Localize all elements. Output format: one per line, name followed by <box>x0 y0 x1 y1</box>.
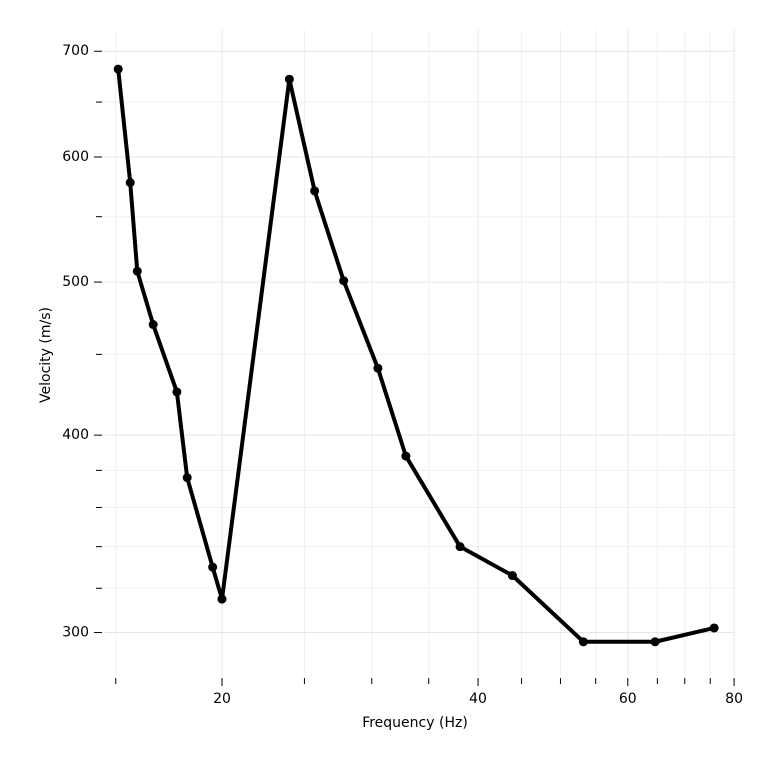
data-point <box>208 562 218 572</box>
y-tick-label: 300 <box>62 625 89 641</box>
data-point <box>455 542 465 552</box>
data-point <box>284 74 294 84</box>
data-point <box>148 320 158 330</box>
x-tick-label: 60 <box>619 691 637 707</box>
data-point <box>650 637 660 647</box>
data-point <box>182 473 192 483</box>
data-point <box>339 276 349 286</box>
data-point <box>401 451 411 461</box>
data-point <box>709 623 719 633</box>
data-point <box>132 266 142 276</box>
data-point <box>113 64 123 74</box>
x-tick-label: 40 <box>469 691 487 707</box>
data-point <box>217 594 227 604</box>
data-line <box>116 68 715 644</box>
x-tick-label: 80 <box>725 691 743 707</box>
data-point <box>507 571 517 581</box>
data-point <box>125 178 135 188</box>
x-tick-label: 20 <box>213 691 231 707</box>
data-point <box>578 637 588 647</box>
y-tick-label: 700 <box>62 43 89 59</box>
y-tick-label: 400 <box>62 427 89 443</box>
y-tick-label: 600 <box>62 149 89 165</box>
data-point <box>172 387 182 397</box>
y-tick-label: 500 <box>62 274 89 290</box>
x-axis-label: Frequency (Hz) <box>362 715 468 731</box>
y-axis-label: Velocity (m/s) <box>38 307 54 403</box>
data-point <box>310 186 320 196</box>
data-point <box>373 363 383 373</box>
